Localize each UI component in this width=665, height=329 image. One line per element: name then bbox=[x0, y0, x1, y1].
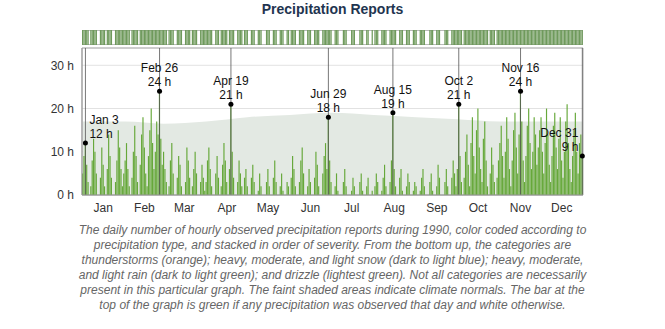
svg-text:Oct 2: Oct 2 bbox=[444, 74, 473, 88]
svg-text:Jun 29: Jun 29 bbox=[310, 87, 346, 101]
svg-text:Nov: Nov bbox=[510, 201, 531, 215]
svg-text:Aug 15: Aug 15 bbox=[374, 83, 412, 97]
svg-text:Feb 26: Feb 26 bbox=[141, 61, 179, 75]
svg-text:Oct: Oct bbox=[469, 201, 488, 215]
html-text:precipitation type, and stacke: precipitation type, and stacked in order… bbox=[93, 238, 572, 252]
svg-text:12 h: 12 h bbox=[89, 127, 112, 141]
svg-text:Dec: Dec bbox=[551, 201, 572, 215]
svg-text:18 h: 18 h bbox=[317, 101, 340, 115]
html-text:thunderstorms (orange); heavy,: thunderstorms (orange); heavy, moderate,… bbox=[81, 253, 584, 267]
html-text:The daily number of hourly obs: The daily number of hourly observed prec… bbox=[78, 223, 587, 237]
svg-text:Jan 3: Jan 3 bbox=[89, 113, 119, 127]
svg-text:9 h: 9 h bbox=[562, 140, 579, 154]
svg-text:Dec 31: Dec 31 bbox=[540, 126, 578, 140]
svg-text:Nov 16: Nov 16 bbox=[502, 61, 540, 75]
svg-text:Jun: Jun bbox=[301, 201, 320, 215]
svg-text:Feb: Feb bbox=[134, 201, 155, 215]
svg-text:21 h: 21 h bbox=[219, 88, 242, 102]
svg-text:Sep: Sep bbox=[426, 201, 448, 215]
svg-text:0 h: 0 h bbox=[57, 188, 74, 202]
svg-text:Jul: Jul bbox=[344, 201, 359, 215]
svg-text:10 h: 10 h bbox=[51, 145, 74, 159]
svg-text:24 h: 24 h bbox=[509, 75, 532, 89]
svg-text:Aug: Aug bbox=[384, 201, 405, 215]
html-text:present in this particular gra: present in this particular graph. The fa… bbox=[80, 283, 585, 297]
svg-text:Apr 19: Apr 19 bbox=[213, 74, 249, 88]
svg-text:24 h: 24 h bbox=[148, 75, 171, 89]
svg-text:30 h: 30 h bbox=[51, 59, 74, 73]
html-text:and light rain (dark to light: and light rain (dark to light green); an… bbox=[78, 268, 587, 282]
html-text:top of the graph is green if a: top of the graph is green if any precipi… bbox=[99, 298, 566, 312]
html-text:Precipitation Reports: Precipitation Reports bbox=[261, 1, 404, 17]
svg-text:Jan: Jan bbox=[94, 201, 113, 215]
svg-text:Apr: Apr bbox=[217, 201, 236, 215]
svg-text:21 h: 21 h bbox=[447, 88, 470, 102]
svg-text:May: May bbox=[257, 201, 280, 215]
svg-text:Mar: Mar bbox=[174, 201, 195, 215]
svg-text:19 h: 19 h bbox=[381, 97, 404, 111]
svg-text:20 h: 20 h bbox=[51, 102, 74, 116]
